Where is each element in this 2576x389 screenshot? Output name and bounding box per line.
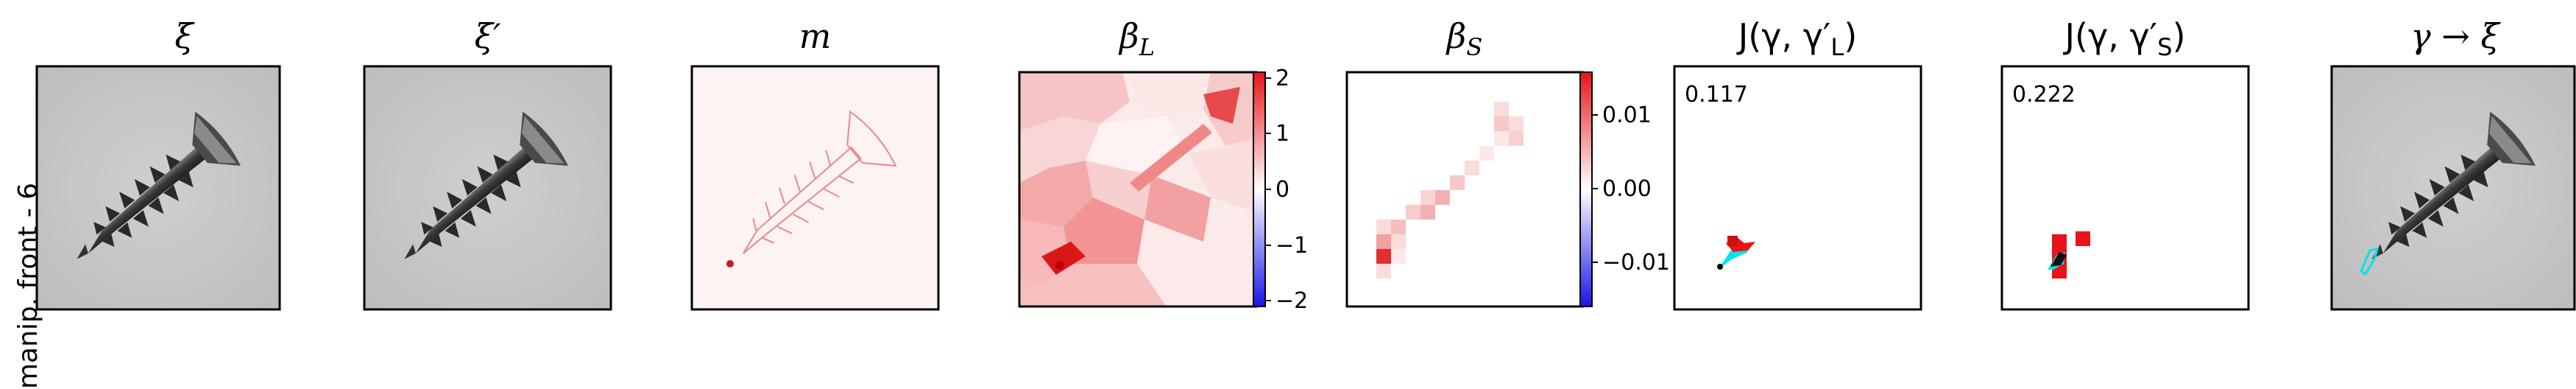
title-xi-text: ξ [174, 16, 194, 56]
score-j-s: 0.222 [2012, 82, 2076, 108]
title-m: m [692, 16, 938, 56]
panel-j-s: 0.222 [2000, 65, 2250, 311]
panel-xi [35, 65, 281, 311]
title-xi-prime: ξ′ [364, 16, 611, 56]
panel-gamma-xi [2330, 65, 2576, 311]
title-j-l: J(γ, γ′L) [1674, 16, 1921, 61]
panel-beta-l [1018, 71, 1258, 308]
panel-m [690, 65, 940, 311]
title-m-text: m [799, 16, 832, 56]
title-beta-l: βL [1019, 16, 1255, 61]
title-beta-s: βS [1347, 16, 1582, 61]
title-j-l-text: J(γ, γ′L) [1738, 16, 1858, 62]
colorbar-beta-s: 0.01 0.00 −0.01 [1579, 71, 1670, 307]
panel-xi-prime [363, 65, 612, 311]
title-j-s-text: J(γ, γ′S) [2064, 16, 2186, 62]
title-beta-s-text: βS [1446, 16, 1483, 62]
cb-l-tick-2: 2 [1275, 66, 1289, 91]
beta-s-blocks [1376, 102, 1524, 278]
cb-s-tick-0: 0.00 [1602, 176, 1652, 202]
score-j-l: 0.117 [1685, 82, 1748, 108]
figure-canvas: 2 1 0 −1 −2 [35, 65, 2576, 314]
cb-s-tick-m01: −0.01 [1602, 250, 1670, 276]
title-xi-prime-text: ξ′ [474, 16, 501, 56]
title-xi: ξ [74, 16, 294, 56]
cb-l-tick-m2: −2 [1275, 288, 1308, 314]
title-j-s: J(γ, γ′S) [2002, 16, 2248, 61]
colorbar-beta-l: 2 1 0 −1 −2 [1253, 66, 1308, 314]
panel-beta-s [1345, 71, 1584, 308]
title-beta-l-text: βL [1119, 16, 1155, 62]
cb-l-tick-m1: −1 [1275, 233, 1308, 259]
title-gamma-xi-text: γ → ξ [2410, 16, 2499, 56]
cb-l-tick-0: 0 [1275, 177, 1289, 203]
cb-s-tick-p01: 0.01 [1602, 102, 1652, 128]
title-gamma-xi: γ → ξ [2332, 16, 2576, 56]
cb-l-tick-1: 1 [1275, 121, 1289, 147]
panel-j-l: 0.117 [1673, 65, 1922, 311]
